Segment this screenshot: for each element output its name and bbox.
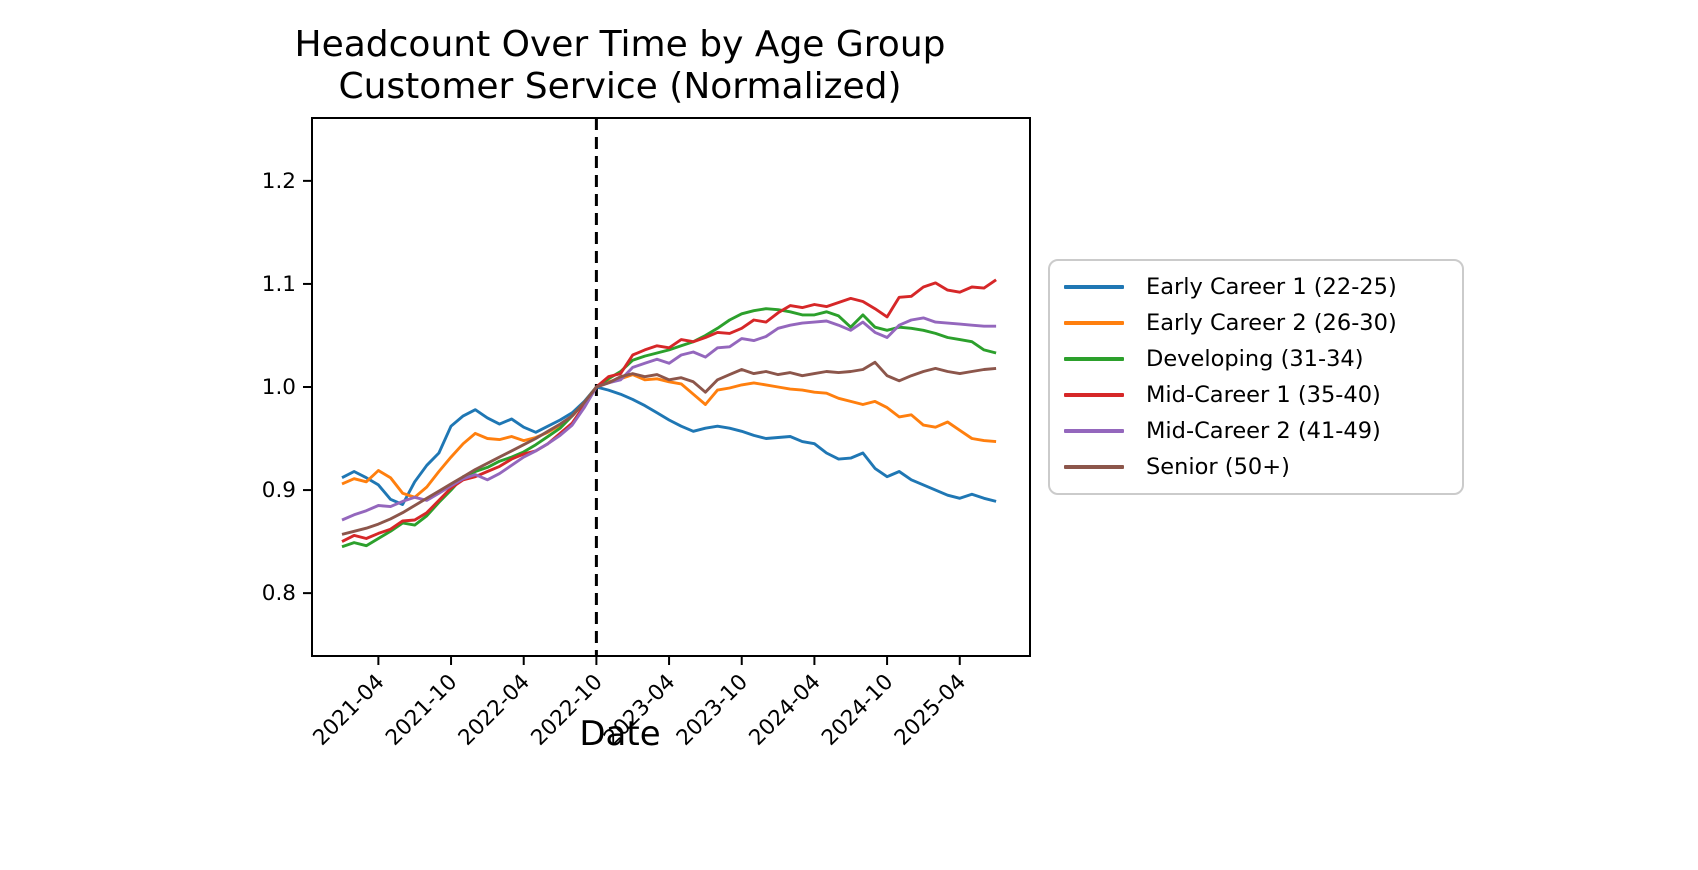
legend-item-mid-career-2-41-49: Mid-Career 2 (41-49) [1064, 418, 1448, 444]
series-line-mid-career-1-35-40 [341, 278, 997, 543]
x-tick-label: 2025-04 [890, 670, 971, 751]
series-line-mid-career-2-41-49 [341, 316, 997, 522]
chart-title-line-2: Customer Service (Normalized) [338, 66, 902, 108]
legend-item-label: Mid-Career 2 (41-49) [1146, 418, 1381, 444]
legend-item-label: Developing (31-34) [1146, 346, 1364, 372]
series-line-developing-31-34 [341, 307, 997, 549]
legend-item-early-career-1-22-25: Early Career 1 (22-25) [1064, 274, 1448, 300]
legend-line-sample [1064, 285, 1124, 289]
x-tick-label: 2022-04 [454, 670, 535, 751]
legend-line-sample [1064, 393, 1124, 397]
legend-item-label: Mid-Career 1 (35-40) [1146, 382, 1381, 408]
legend-line-sample [1064, 429, 1124, 433]
series-line-early-career-2-26-30 [341, 373, 997, 499]
series-line-senior-50 [341, 360, 997, 536]
x-tick-label: 2024-10 [817, 670, 898, 751]
y-tick-label: 0.9 [262, 478, 296, 503]
legend-line-sample [1064, 357, 1124, 361]
legend-item-label: Senior (50+) [1146, 454, 1290, 480]
legend-line-sample [1064, 465, 1124, 469]
legend: Early Career 1 (22-25) Early Career 2 (26… [1048, 259, 1464, 495]
x-tick-label: 2021-04 [308, 670, 389, 751]
legend-item-label: Early Career 2 (26-30) [1146, 310, 1397, 336]
legend-item-mid-career-1-35-40: Mid-Career 1 (35-40) [1064, 382, 1448, 408]
y-tick-label: 1.0 [262, 375, 296, 400]
legend-line-sample [1064, 321, 1124, 325]
axes-box [311, 117, 1031, 657]
chart-title: Headcount Over Time by Age Group Custome… [295, 24, 946, 109]
legend-item-senior-50: Senior (50+) [1064, 454, 1448, 480]
legend-item-early-career-2-26-30: Early Career 2 (26-30) [1064, 310, 1448, 336]
chart-title-line-1: Headcount Over Time by Age Group [294, 24, 946, 65]
x-axis-label: Date [579, 714, 661, 754]
legend-item-developing-31-34: Developing (31-34) [1064, 346, 1448, 372]
y-tick-label: 0.8 [262, 581, 296, 606]
y-tick-label: 1.2 [262, 169, 296, 194]
legend-item-label: Early Career 1 (22-25) [1146, 274, 1397, 300]
x-tick-label: 2024-04 [744, 670, 825, 751]
x-tick-label: 2023-10 [672, 670, 753, 751]
x-tick-label: 2021-10 [381, 670, 462, 751]
y-tick-label: 1.1 [262, 272, 296, 297]
series-line-early-career-1-22-25 [341, 385, 997, 506]
